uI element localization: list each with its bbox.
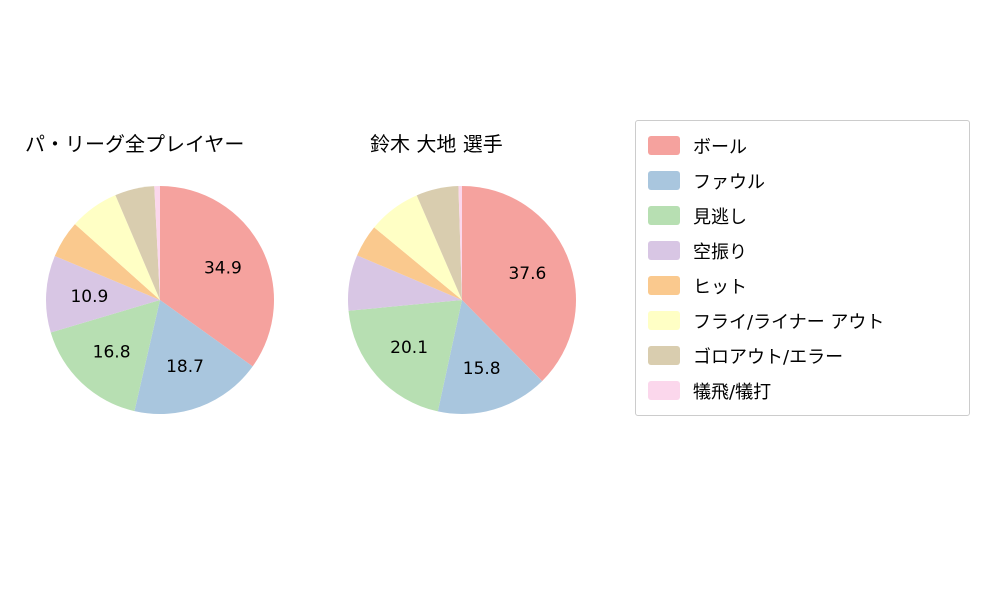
- pie-slice-6: [416, 186, 462, 300]
- legend-label-sacrifice: 犠飛/犠打: [693, 381, 772, 403]
- legend-item-ball: ボール: [648, 128, 959, 163]
- pie-slice-4: [54, 224, 160, 300]
- pie-slice-7: [458, 186, 462, 300]
- pie-slice-2: [50, 300, 161, 412]
- legend-swatch-called-strike: [648, 206, 680, 225]
- legend-label-called-strike: 見逃し: [693, 206, 747, 228]
- pie-slice-4: [357, 227, 462, 300]
- legend-swatch-foul: [648, 171, 680, 190]
- legend-item-fly-liner-out: フライ/ライナー アウト: [648, 303, 959, 338]
- pie-slice-5: [374, 195, 462, 300]
- legend-label-fly-liner-out: フライ/ライナー アウト: [693, 311, 885, 333]
- legend-item-called-strike: 見逃し: [648, 198, 959, 233]
- legend-swatch-swinging-strike: [648, 241, 680, 260]
- pie-chart-suzuki-daichi: 37.6 15.8 20.1: [348, 186, 577, 415]
- pie-slice-3: [46, 256, 160, 333]
- legend-swatch-hit: [648, 276, 680, 295]
- legend-item-swinging-strike: 空振り: [648, 233, 959, 268]
- pie-value-label-0: 37.6: [508, 264, 546, 284]
- legend-item-groundout-error: ゴロアウト/エラー: [648, 338, 959, 373]
- legend-swatch-fly-liner-out: [648, 311, 680, 330]
- legend-label-groundout-error: ゴロアウト/エラー: [693, 346, 844, 368]
- pie-slice-1: [437, 300, 543, 415]
- pie-slice-6: [115, 186, 160, 300]
- pie-value-label-2: 20.1: [390, 338, 428, 358]
- legend-label-foul: ファウル: [693, 171, 765, 193]
- legend-swatch-groundout-error: [648, 346, 680, 365]
- pie-slice-0: [462, 186, 577, 382]
- legend-label-swinging-strike: 空振り: [693, 241, 747, 263]
- legend-label-hit: ヒット: [693, 276, 747, 298]
- legend-item-foul: ファウル: [648, 163, 959, 198]
- legend: ボール ファウル 見逃し 空振り ヒット フライ/ライナー アウト ゴロアウト/…: [635, 120, 970, 416]
- pie-title-pacific-league-all-players: パ・リーグ全プレイヤー: [25, 132, 245, 156]
- legend-swatch-ball: [648, 136, 680, 155]
- pie-value-label-1: 18.7: [166, 357, 204, 377]
- legend-item-sacrifice: 犠飛/犠打: [648, 373, 959, 408]
- pie-value-label-1: 15.8: [463, 359, 501, 379]
- pie-slice-5: [74, 195, 160, 300]
- pie-value-label-0: 34.9: [204, 259, 242, 279]
- legend-swatch-sacrifice: [648, 381, 680, 400]
- pie-value-label-3: 10.9: [70, 287, 108, 307]
- pie-title-suzuki-daichi: 鈴木 大地 選手: [370, 132, 503, 156]
- pie-chart-pacific-league-all-players: 34.9 18.7 16.8 10.9: [46, 185, 275, 415]
- pie-slice-7: [154, 185, 160, 300]
- legend-item-hit: ヒット: [648, 268, 959, 303]
- legend-label-ball: ボール: [693, 136, 747, 158]
- pie-slice-1: [134, 300, 253, 415]
- pie-slice-3: [348, 255, 462, 311]
- pie-slice-0: [160, 186, 275, 367]
- pie-value-label-2: 16.8: [93, 343, 131, 363]
- pie-slice-2: [348, 300, 462, 412]
